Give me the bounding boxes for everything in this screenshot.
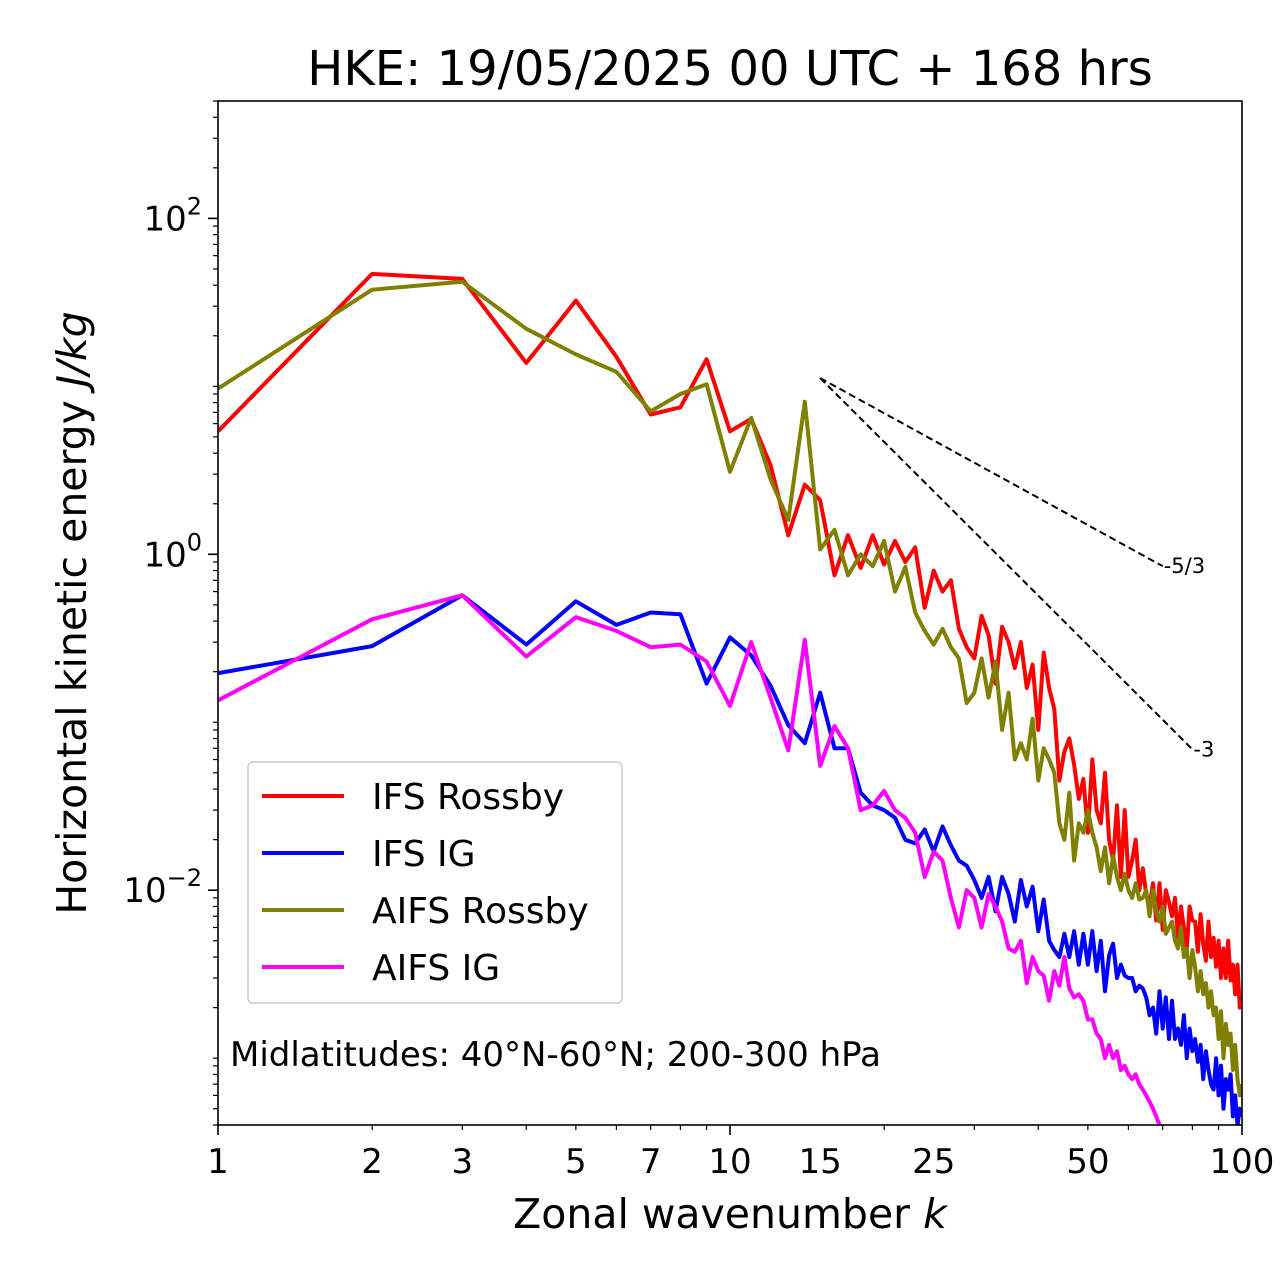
series-line-ifs-rossby: [218, 271, 1242, 1010]
y-axis-label: Horizontal kinetic energy J/kg: [48, 311, 96, 914]
x-axis-ticks: 1 2 3 5 7 10 15 25 50 100: [207, 1125, 1274, 1182]
series-layer: [218, 271, 1242, 1125]
legend-label-ifs-ig: IFS IG: [372, 834, 476, 875]
y-axis-label-unit: J/kg: [48, 311, 96, 394]
legend-label-aifs-ig: AIFS IG: [372, 948, 500, 989]
x-tick-label: 100: [1210, 1142, 1275, 1182]
x-tick-label: 2: [361, 1142, 383, 1182]
legend-label-aifs-rossby: AIFS Rossby: [372, 891, 589, 932]
x-tick-label: 10: [708, 1142, 751, 1182]
x-axis-label-var: k: [923, 1190, 949, 1238]
y-axis-ticks: 102 100 10−2: [123, 100, 218, 1126]
x-tick-label: 25: [912, 1142, 955, 1182]
x-tick-label: 5: [565, 1142, 587, 1182]
y-tick-label: 100: [143, 528, 202, 575]
reference-slope-line: [819, 377, 1164, 568]
reference-lines: -5/3 -3: [819, 377, 1214, 761]
y-tick-label: 10−2: [123, 864, 202, 911]
y-axis-label-text: Horizontal kinetic energy: [48, 400, 96, 915]
legend: IFS Rossby IFS IG AIFS Rossby AIFS IG: [247, 761, 623, 1004]
legend-box: [247, 761, 623, 1004]
reference-slope-label: -3: [1193, 737, 1214, 761]
x-tick-label: 7: [640, 1142, 662, 1182]
chart-title: HKE: 19/05/2025 00 UTC + 168 hrs: [307, 41, 1153, 97]
x-tick-label: 50: [1066, 1142, 1109, 1182]
y-tick-label: 102: [143, 192, 202, 239]
legend-label-ifs-rossby: IFS Rossby: [372, 777, 564, 818]
series-line-aifs-ig: [218, 593, 1163, 1125]
series-line-aifs-rossby: [218, 279, 1242, 1098]
x-tick-label: 3: [451, 1142, 473, 1182]
x-tick-label: 1: [207, 1142, 229, 1182]
x-tick-label: 15: [799, 1142, 842, 1182]
reference-slope-label: -5/3: [1164, 554, 1205, 578]
x-axis-label: Zonal wavenumber k: [513, 1190, 949, 1238]
region-annotation: Midlatitudes: 40°N-60°N; 200-300 hPa: [230, 1035, 881, 1075]
x-axis-label-text: Zonal wavenumber: [513, 1190, 910, 1238]
